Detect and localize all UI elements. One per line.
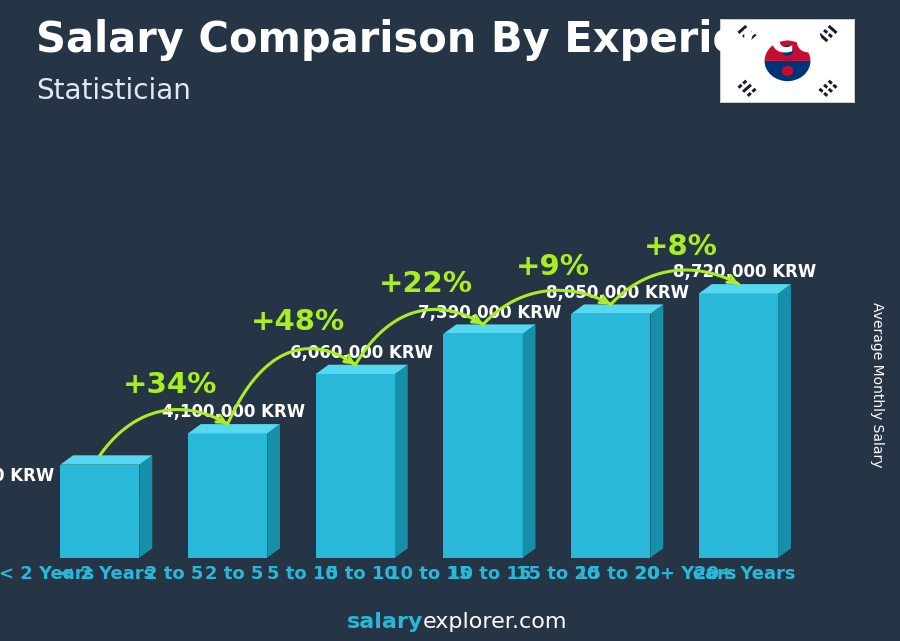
Text: 20+ Years: 20+ Years bbox=[634, 565, 736, 583]
Circle shape bbox=[782, 66, 793, 76]
Text: Average Monthly Salary: Average Monthly Salary bbox=[870, 302, 885, 467]
Text: 10 to 15: 10 to 15 bbox=[389, 565, 472, 583]
Text: < 2 Years: < 2 Years bbox=[0, 565, 94, 583]
Polygon shape bbox=[60, 455, 152, 465]
Polygon shape bbox=[444, 324, 536, 334]
Text: 3,070,000 KRW: 3,070,000 KRW bbox=[0, 467, 54, 485]
Polygon shape bbox=[699, 284, 791, 294]
Text: explorer.com: explorer.com bbox=[423, 612, 568, 632]
Wedge shape bbox=[765, 40, 811, 61]
Text: +22%: +22% bbox=[379, 271, 472, 298]
Text: 10 to 15: 10 to 15 bbox=[448, 565, 531, 583]
Text: 15 to 20: 15 to 20 bbox=[575, 565, 659, 583]
Circle shape bbox=[782, 46, 793, 56]
Wedge shape bbox=[765, 61, 811, 81]
Text: 7,390,000 KRW: 7,390,000 KRW bbox=[418, 304, 562, 322]
Text: 4,100,000 KRW: 4,100,000 KRW bbox=[162, 403, 306, 421]
Text: 2 to 5: 2 to 5 bbox=[205, 565, 263, 583]
Text: 6,060,000 KRW: 6,060,000 KRW bbox=[290, 344, 433, 362]
Text: 20+ Years: 20+ Years bbox=[694, 565, 796, 583]
Text: 8,050,000 KRW: 8,050,000 KRW bbox=[545, 284, 688, 302]
Circle shape bbox=[776, 61, 799, 81]
Text: Salary Comparison By Experience: Salary Comparison By Experience bbox=[36, 19, 824, 62]
Polygon shape bbox=[140, 455, 152, 558]
Text: salary: salary bbox=[346, 612, 423, 632]
Text: < 2 Years: < 2 Years bbox=[58, 565, 154, 583]
Text: +9%: +9% bbox=[517, 253, 590, 281]
Polygon shape bbox=[523, 324, 536, 558]
Text: +8%: +8% bbox=[644, 233, 718, 261]
Text: 8,720,000 KRW: 8,720,000 KRW bbox=[673, 263, 816, 281]
Bar bbox=[699, 294, 778, 558]
Polygon shape bbox=[188, 424, 280, 433]
Bar bbox=[188, 433, 267, 558]
Text: 15 to 20: 15 to 20 bbox=[517, 565, 599, 583]
Polygon shape bbox=[572, 304, 663, 313]
Bar bbox=[316, 374, 395, 558]
Text: 5 to 10: 5 to 10 bbox=[327, 565, 397, 583]
Text: Statistician: Statistician bbox=[36, 77, 191, 105]
Bar bbox=[572, 313, 651, 558]
Polygon shape bbox=[267, 424, 280, 558]
Circle shape bbox=[776, 40, 799, 61]
Polygon shape bbox=[316, 365, 408, 374]
Polygon shape bbox=[651, 304, 663, 558]
Text: 2 to 5: 2 to 5 bbox=[146, 565, 203, 583]
Text: 5 to 10: 5 to 10 bbox=[267, 565, 338, 583]
Bar bbox=[60, 465, 140, 558]
Text: +34%: +34% bbox=[123, 371, 217, 399]
Text: +48%: +48% bbox=[251, 308, 345, 336]
Polygon shape bbox=[395, 365, 408, 558]
Polygon shape bbox=[778, 284, 791, 558]
Bar bbox=[444, 334, 523, 558]
